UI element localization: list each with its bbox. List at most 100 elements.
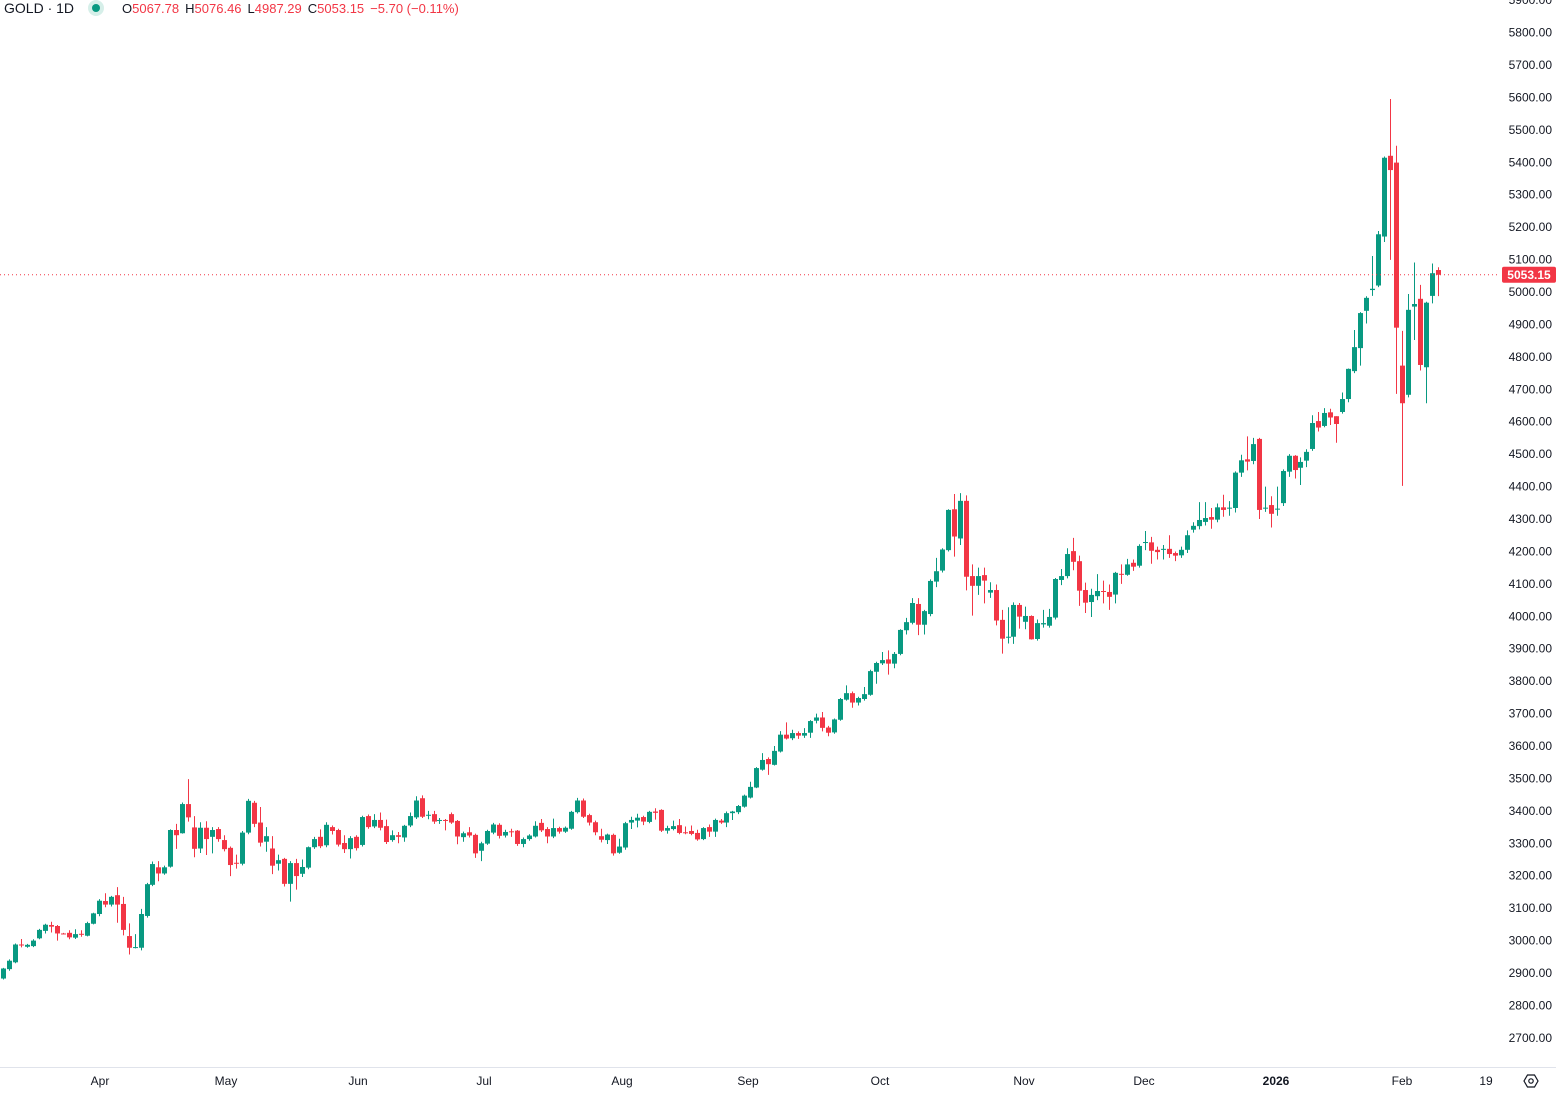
candle bbox=[796, 731, 801, 739]
candle-body bbox=[1047, 616, 1052, 626]
legend-change: −5.70 (−0.11%) bbox=[370, 0, 459, 16]
candle-body bbox=[449, 814, 454, 823]
candle-body bbox=[1149, 542, 1154, 551]
candle bbox=[647, 810, 652, 824]
candle bbox=[414, 796, 419, 819]
candle bbox=[533, 821, 538, 838]
candle bbox=[366, 814, 371, 829]
candle-body bbox=[1269, 505, 1274, 514]
candle-body bbox=[324, 824, 329, 846]
candle bbox=[348, 836, 353, 859]
candle bbox=[1364, 296, 1369, 324]
candle-body bbox=[587, 815, 592, 823]
price-tick-label: 5100.00 bbox=[1509, 253, 1553, 267]
candle bbox=[186, 779, 191, 822]
gear-icon[interactable] bbox=[1523, 1073, 1539, 1089]
candle bbox=[1382, 156, 1387, 243]
price-tick-label: 3300.00 bbox=[1509, 836, 1553, 850]
candle-body bbox=[904, 622, 909, 631]
time-tick-label: May bbox=[215, 1074, 238, 1088]
candle bbox=[575, 797, 580, 814]
candle bbox=[1400, 330, 1405, 486]
time-axis[interactable]: Apr May Jun Jul Aug Sep Oct Nov Dec 2026 Feb 19 bbox=[91, 1074, 1493, 1088]
candle bbox=[109, 895, 114, 907]
chart-legend: GOLD · 1D O5067.78 H5076.46 L4987.29 C50… bbox=[4, 0, 459, 16]
candle-body bbox=[778, 734, 783, 752]
candle bbox=[1394, 145, 1399, 394]
candle-body bbox=[1424, 302, 1429, 368]
candle-body bbox=[1358, 313, 1363, 349]
candle-body bbox=[868, 671, 873, 695]
candle bbox=[844, 685, 849, 701]
candle bbox=[1346, 368, 1351, 403]
candle bbox=[515, 830, 520, 846]
candle-body bbox=[1173, 553, 1178, 556]
candle-body bbox=[455, 820, 460, 837]
candle-body bbox=[581, 800, 586, 817]
candle bbox=[557, 826, 562, 834]
candle bbox=[952, 494, 957, 557]
candle-body bbox=[976, 576, 981, 586]
candle-body bbox=[384, 826, 389, 843]
candle-body bbox=[1298, 461, 1303, 468]
price-tick-label: 5400.00 bbox=[1509, 155, 1553, 169]
candle-body bbox=[515, 830, 520, 844]
candle-body bbox=[970, 576, 975, 586]
candle bbox=[354, 835, 359, 851]
candle bbox=[1436, 267, 1441, 297]
candle-body bbox=[1430, 273, 1435, 296]
candle-body bbox=[1334, 416, 1339, 424]
last-price-badge: 5053.15 bbox=[1502, 266, 1556, 283]
candle-body bbox=[1155, 549, 1160, 553]
candle bbox=[886, 650, 891, 675]
price-axis[interactable]: 2700.00 2800.00 2900.00 3000.00 3100.00 3200.… bbox=[1509, 0, 1553, 1045]
candle bbox=[1203, 502, 1208, 526]
candle-body bbox=[1131, 562, 1136, 567]
candle bbox=[569, 810, 574, 830]
candle bbox=[67, 930, 72, 940]
candle-body bbox=[880, 660, 885, 664]
candle-body bbox=[1310, 423, 1315, 449]
candle-body bbox=[1382, 157, 1387, 237]
candle-body bbox=[1143, 542, 1148, 544]
candle bbox=[904, 617, 909, 635]
candle bbox=[838, 698, 843, 721]
candle bbox=[432, 810, 437, 824]
candle bbox=[1173, 551, 1178, 562]
candle bbox=[1125, 558, 1130, 576]
candle-body bbox=[1077, 561, 1082, 591]
candle-body bbox=[1281, 471, 1286, 504]
candle-body bbox=[461, 833, 466, 838]
candle bbox=[527, 834, 532, 841]
candle bbox=[127, 923, 132, 955]
candle-body bbox=[1215, 507, 1220, 520]
time-tick-label: Dec bbox=[1133, 1074, 1154, 1088]
price-tick-label: 4900.00 bbox=[1509, 317, 1553, 331]
candle bbox=[1059, 568, 1064, 586]
candle bbox=[1352, 329, 1357, 374]
candle bbox=[1023, 606, 1028, 630]
candle-body bbox=[192, 827, 197, 849]
candle bbox=[1119, 564, 1124, 584]
candle bbox=[581, 798, 586, 819]
candle bbox=[1287, 454, 1292, 477]
candle-body bbox=[1167, 548, 1172, 555]
candle-body bbox=[497, 824, 502, 836]
candle bbox=[1281, 469, 1286, 507]
candle-body bbox=[862, 694, 867, 699]
candle-body bbox=[808, 721, 813, 733]
symbol-title[interactable]: GOLD · 1D bbox=[4, 0, 75, 16]
candle bbox=[1113, 571, 1118, 604]
candle bbox=[204, 821, 209, 855]
price-tick-label: 4700.00 bbox=[1509, 382, 1553, 396]
candle-body bbox=[593, 822, 598, 833]
candle-body bbox=[270, 848, 275, 866]
candle-body bbox=[168, 830, 173, 867]
candle-body bbox=[695, 832, 700, 840]
price-tick-label: 4500.00 bbox=[1509, 447, 1553, 461]
candle bbox=[1161, 544, 1166, 560]
candle bbox=[1077, 555, 1082, 606]
candle-body bbox=[1113, 572, 1118, 595]
candle bbox=[964, 495, 969, 591]
